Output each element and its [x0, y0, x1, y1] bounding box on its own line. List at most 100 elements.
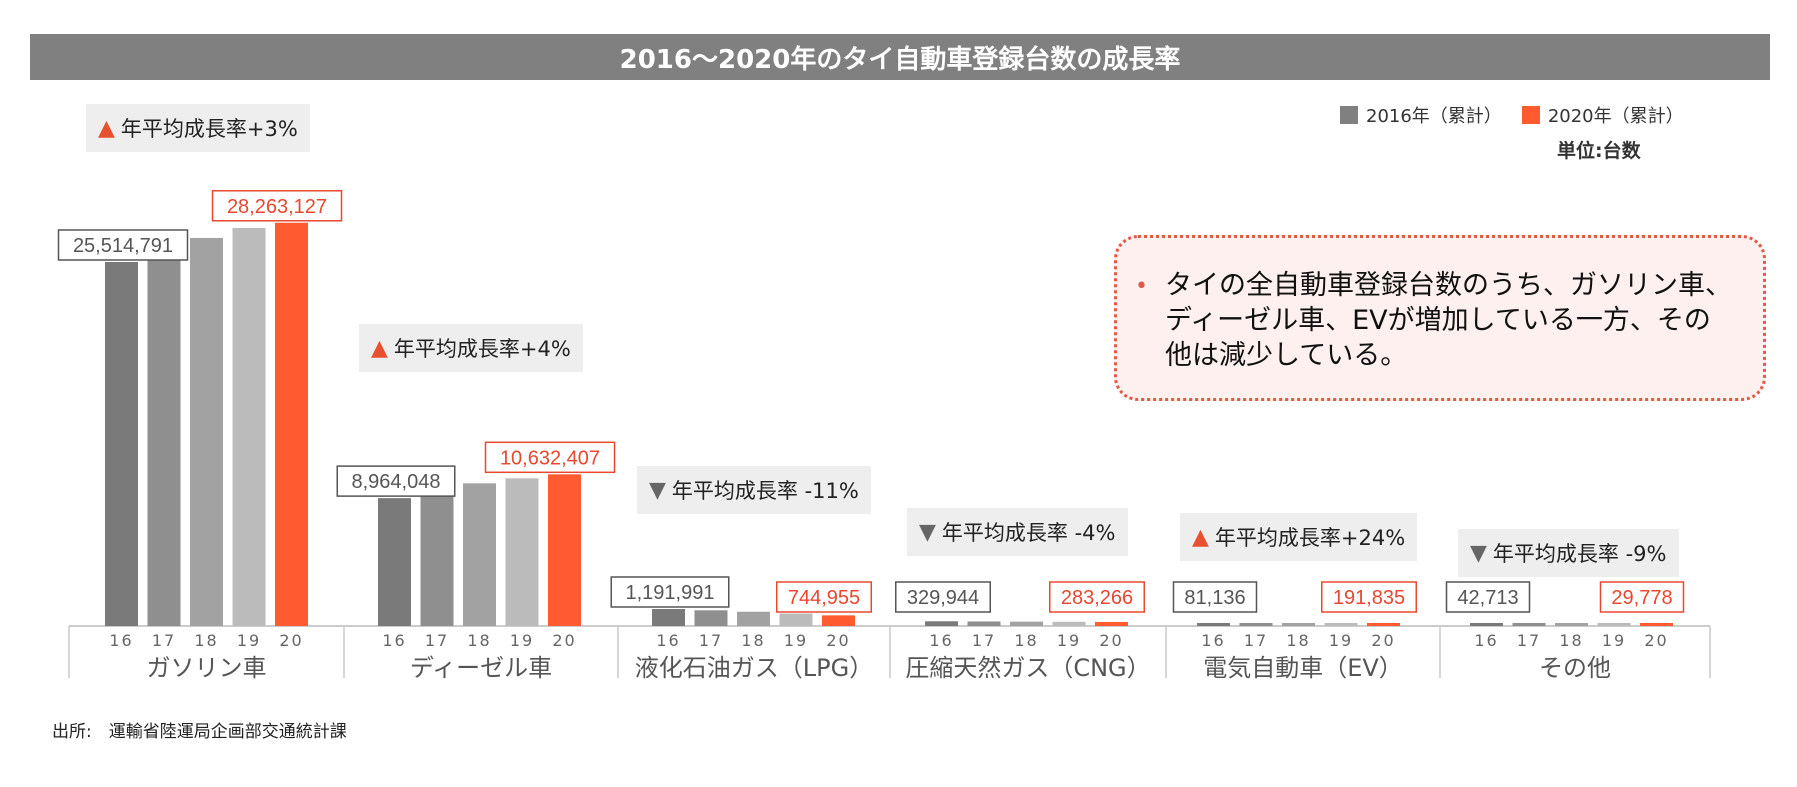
category-label: 電気自動車（EV） [1203, 654, 1403, 682]
legend-swatch-2016 [1340, 106, 1358, 124]
legend-label-2016: 2016年（累計） [1366, 106, 1502, 127]
growth-text: 年平均成長率 -4% [941, 521, 1116, 545]
bar-2-19 [779, 613, 813, 626]
growth-badge-ev: ▲ 年平均成長率+24% [1180, 513, 1418, 561]
data-label-2020-box [1321, 581, 1417, 613]
growth-text: 年平均成長率 -11% [671, 479, 859, 503]
x-tick-label: 19 [1057, 631, 1081, 650]
data-label-2020-box [776, 581, 872, 613]
x-tick-label: 19 [1329, 631, 1353, 650]
bar-1-18 [463, 483, 496, 626]
data-label-2016-box [57, 229, 189, 261]
x-tick-label: 18 [741, 631, 765, 650]
category-label: ディーゼル車 [410, 654, 552, 682]
x-tick-label: 16 [1201, 631, 1225, 650]
x-tick-label: 17 [425, 631, 449, 650]
bar-2-18 [737, 611, 770, 626]
bar-2-17 [694, 610, 728, 626]
growth-text: 年平均成長率+3% [120, 117, 298, 141]
bar-1-20 [548, 474, 581, 626]
growth-arrow-icon: ▼ [649, 477, 666, 503]
bar-1-19 [505, 478, 539, 626]
bar-5-19 [1597, 623, 1631, 626]
data-label-2016-box [1445, 581, 1531, 613]
growth-arrow-icon: ▲ [1192, 524, 1209, 550]
bar-3-17 [967, 621, 1001, 626]
data-label-2020-text: 10,632,407 [500, 447, 600, 469]
x-tick-label: 17 [152, 631, 176, 650]
growth-arrow-icon: ▼ [919, 519, 936, 545]
x-tick-label: 19 [784, 631, 808, 650]
x-tick-label: 18 [467, 631, 491, 650]
x-tick-label: 20 [826, 631, 850, 650]
category-label: 液化石油ガス（LPG） [635, 654, 873, 682]
x-tick-label: 19 [1602, 631, 1626, 650]
legend: 2016年（累計） 2020年（累計） [1340, 102, 1704, 128]
x-tick-label: 19 [510, 631, 534, 650]
growth-badge-other: ▼ 年平均成長率 -9% [1458, 529, 1679, 577]
data-label-2020-text: 283,266 [1061, 587, 1133, 609]
legend-item-2016: 2016年（累計） [1340, 102, 1502, 128]
bar-4-20 [1367, 623, 1400, 626]
bar-5-16 [1470, 623, 1503, 626]
bar-5-20 [1640, 623, 1673, 626]
growth-badge-lpg: ▼ 年平均成長率 -11% [637, 466, 871, 514]
x-tick-label: 16 [109, 631, 133, 650]
x-tick-label: 20 [1099, 631, 1123, 650]
bar-3-16 [925, 621, 958, 626]
bar-4-17 [1239, 623, 1273, 626]
bar-0-16 [105, 261, 138, 626]
bar-4-16 [1197, 623, 1230, 626]
summary-callout: • タイの全自動車登録台数のうち、ガソリン車、ディーゼル車、EVが増加している一… [1114, 235, 1766, 401]
bar-0-18 [190, 237, 223, 627]
x-tick-label: 16 [382, 631, 406, 650]
x-tick-label: 18 [1559, 631, 1583, 650]
bar-5-18 [1555, 623, 1588, 626]
x-tick-label: 20 [279, 631, 303, 650]
bar-3-19 [1052, 621, 1086, 626]
unit-label: 単位:台数 [1557, 140, 1641, 162]
bar-4-19 [1324, 623, 1358, 626]
data-label-2020-box [211, 190, 343, 222]
growth-badge-cng: ▼ 年平均成長率 -4% [907, 508, 1128, 556]
data-label-2016-text: 8,964,048 [352, 471, 441, 493]
x-tick-label: 18 [194, 631, 218, 650]
x-tick-label: 16 [1474, 631, 1498, 650]
summary-text: タイの全自動車登録台数のうち、ガソリン車、ディーゼル車、EVが増加している一方、… [1165, 270, 1732, 371]
x-tick-label: 16 [929, 631, 953, 650]
bar-5-17 [1512, 623, 1546, 626]
data-label-2016-text: 42,713 [1457, 587, 1518, 609]
x-tick-label: 18 [1014, 631, 1038, 650]
data-label-2016-box [895, 581, 991, 613]
data-label-2016-box [1172, 581, 1258, 613]
growth-text: 年平均成長率 -9% [1492, 542, 1667, 566]
category-label: ガソリン車 [147, 654, 267, 682]
data-label-2016-box [610, 576, 730, 608]
x-tick-label: 17 [972, 631, 996, 650]
bar-0-20 [275, 222, 308, 626]
bar-0-17 [147, 250, 181, 626]
bar-2-20 [822, 615, 855, 626]
bar-1-17 [420, 489, 454, 626]
data-label-2020-box [484, 441, 616, 474]
x-tick-label: 20 [1371, 631, 1395, 650]
x-tick-label: 18 [1286, 631, 1310, 650]
bullet-icon: • [1135, 274, 1148, 299]
bar-2-16 [652, 608, 685, 626]
bar-3-18 [1010, 621, 1043, 626]
growth-text: 年平均成長率+4% [393, 337, 571, 361]
bar-4-18 [1282, 623, 1315, 626]
data-label-2020-text: 28,263,127 [227, 196, 327, 218]
data-label-2020-box [1599, 581, 1685, 613]
chart-title: 2016〜2020年のタイ自動車登録台数の成長率 [30, 34, 1770, 80]
data-label-2020-text: 191,835 [1333, 587, 1405, 609]
data-label-2016-text: 1,191,991 [626, 582, 715, 604]
x-tick-label: 17 [1244, 631, 1268, 650]
bar-1-16 [378, 498, 411, 626]
bar-0-19 [232, 227, 266, 626]
data-label-2016-box [336, 465, 456, 497]
x-tick-label: 16 [656, 631, 680, 650]
x-tick-label: 19 [237, 631, 261, 650]
category-label: その他 [1539, 654, 1611, 682]
